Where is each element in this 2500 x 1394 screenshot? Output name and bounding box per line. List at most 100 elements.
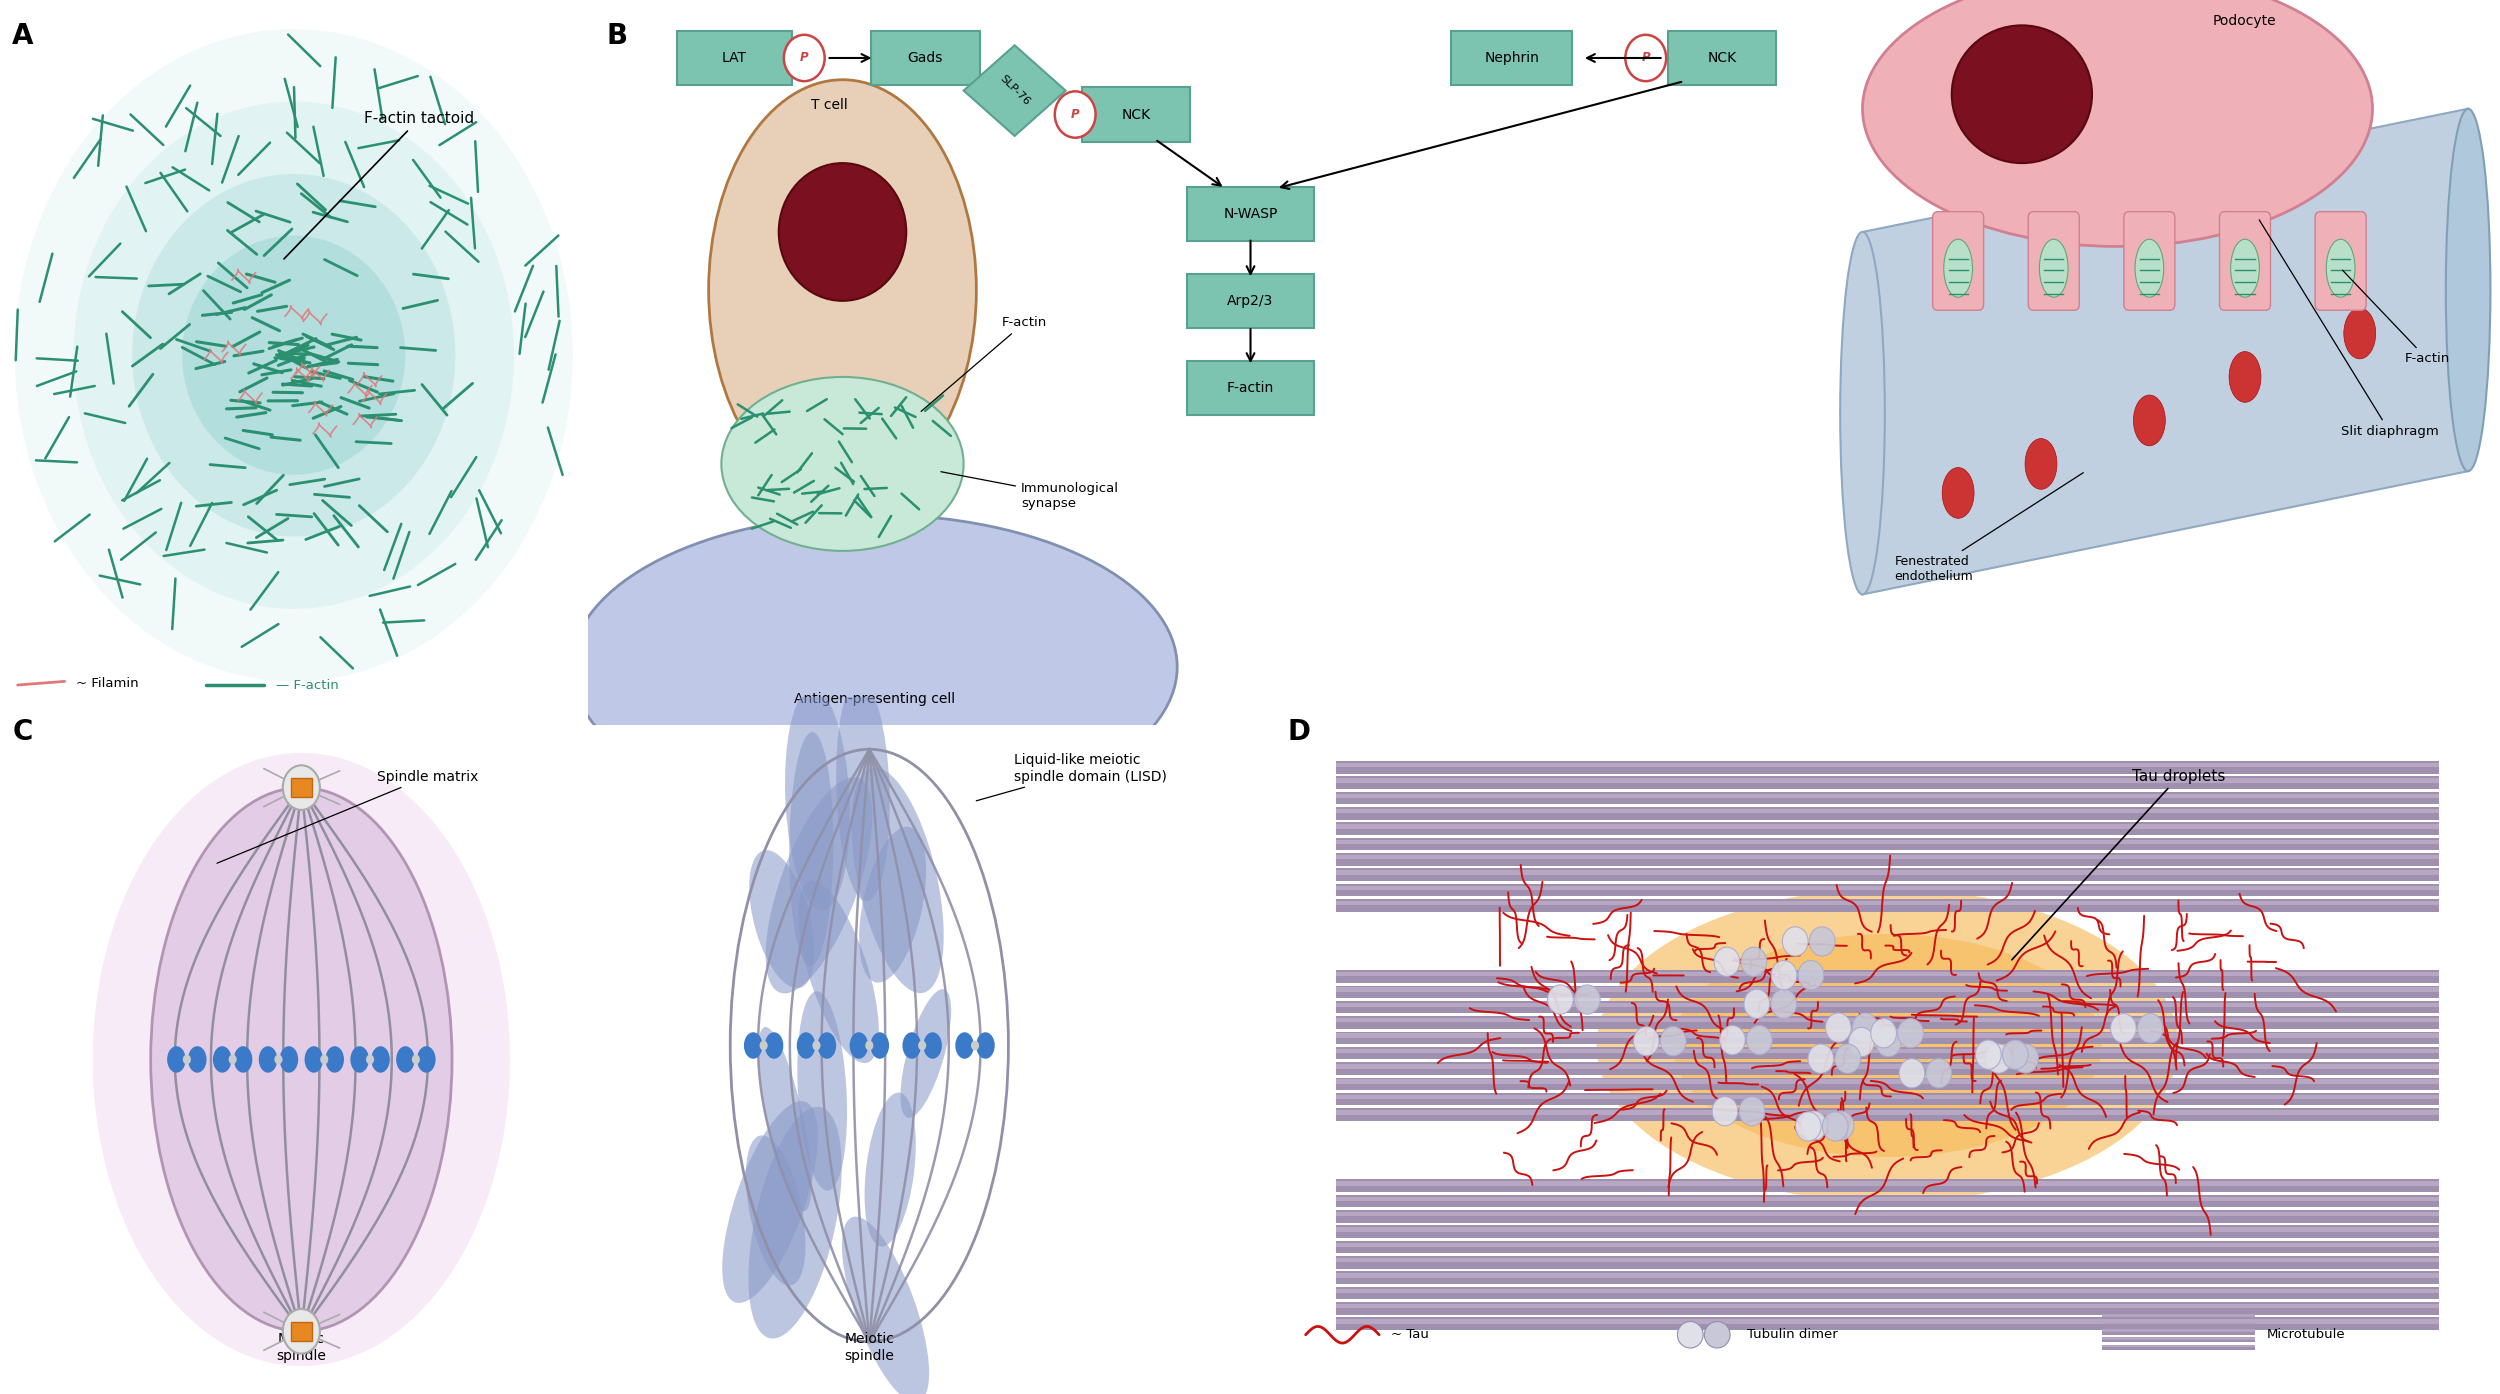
- Text: T cell: T cell: [810, 98, 848, 112]
- Polygon shape: [1335, 1242, 2440, 1246]
- Ellipse shape: [188, 1046, 208, 1073]
- Polygon shape: [1335, 884, 2440, 896]
- Polygon shape: [1335, 972, 2440, 976]
- Ellipse shape: [305, 1046, 322, 1073]
- Polygon shape: [2102, 1330, 2255, 1335]
- Polygon shape: [1335, 1033, 2440, 1037]
- Ellipse shape: [758, 1027, 812, 1211]
- FancyBboxPatch shape: [1452, 31, 1572, 85]
- FancyBboxPatch shape: [1188, 187, 1315, 241]
- Polygon shape: [1335, 1210, 2440, 1223]
- Ellipse shape: [748, 1107, 843, 1338]
- Ellipse shape: [1598, 889, 2178, 1202]
- Ellipse shape: [1678, 1322, 1702, 1348]
- Ellipse shape: [1822, 1112, 1848, 1142]
- Polygon shape: [1335, 885, 2440, 891]
- Ellipse shape: [168, 1046, 185, 1073]
- Ellipse shape: [1875, 1027, 1902, 1057]
- Polygon shape: [1335, 1018, 2440, 1023]
- Ellipse shape: [780, 163, 908, 301]
- Ellipse shape: [1795, 1112, 1820, 1142]
- Polygon shape: [1335, 868, 2440, 881]
- Ellipse shape: [72, 102, 515, 609]
- Circle shape: [1055, 92, 1095, 138]
- Ellipse shape: [260, 1046, 278, 1073]
- Polygon shape: [1335, 1108, 2440, 1121]
- Circle shape: [970, 1040, 980, 1051]
- Circle shape: [282, 765, 320, 810]
- Circle shape: [760, 1040, 768, 1051]
- Text: F-actin: F-actin: [2342, 270, 2450, 365]
- Ellipse shape: [1632, 1026, 1660, 1055]
- Text: D: D: [1288, 718, 1310, 746]
- Ellipse shape: [395, 1046, 415, 1073]
- Polygon shape: [1335, 809, 2440, 813]
- Ellipse shape: [865, 1093, 915, 1246]
- Polygon shape: [1335, 1016, 2440, 1029]
- Ellipse shape: [1660, 1026, 1685, 1055]
- Ellipse shape: [280, 1046, 298, 1073]
- Polygon shape: [2102, 1322, 2255, 1324]
- Ellipse shape: [1862, 0, 2372, 247]
- Polygon shape: [1335, 1302, 2440, 1315]
- Ellipse shape: [2040, 240, 2068, 297]
- Polygon shape: [1335, 1179, 2440, 1192]
- Ellipse shape: [1748, 1026, 1772, 1055]
- Ellipse shape: [798, 991, 848, 1190]
- Text: Gads: Gads: [908, 52, 942, 66]
- Polygon shape: [1335, 1256, 2440, 1269]
- Ellipse shape: [798, 1032, 815, 1059]
- FancyBboxPatch shape: [1668, 31, 1777, 85]
- Polygon shape: [1335, 1181, 2440, 1185]
- FancyBboxPatch shape: [2028, 212, 2080, 311]
- Polygon shape: [1335, 824, 2440, 828]
- Polygon shape: [2102, 1337, 2255, 1342]
- Ellipse shape: [1782, 927, 1808, 956]
- Ellipse shape: [798, 881, 880, 1064]
- Polygon shape: [1335, 822, 2440, 835]
- Ellipse shape: [750, 850, 815, 988]
- Ellipse shape: [1900, 1058, 1925, 1087]
- Polygon shape: [1335, 1079, 2440, 1085]
- Polygon shape: [2102, 1313, 2255, 1319]
- Ellipse shape: [2002, 1040, 2028, 1069]
- Ellipse shape: [765, 1032, 782, 1059]
- Polygon shape: [1335, 1048, 2440, 1054]
- Polygon shape: [1335, 1064, 2440, 1068]
- Polygon shape: [1335, 763, 2440, 767]
- Polygon shape: [1335, 901, 2440, 906]
- Ellipse shape: [902, 1032, 920, 1059]
- Circle shape: [918, 1040, 925, 1051]
- Ellipse shape: [853, 767, 942, 993]
- Ellipse shape: [1835, 1044, 1860, 1073]
- Ellipse shape: [213, 1046, 232, 1073]
- Polygon shape: [1335, 1078, 2440, 1090]
- Ellipse shape: [1798, 960, 1825, 990]
- Circle shape: [282, 1309, 320, 1354]
- Text: Tubulin dimer: Tubulin dimer: [1748, 1328, 1838, 1341]
- Polygon shape: [1335, 970, 2440, 983]
- Ellipse shape: [418, 1046, 435, 1073]
- Ellipse shape: [2013, 1044, 2038, 1073]
- Text: Fenestrated
endothelium: Fenestrated endothelium: [1895, 473, 2082, 583]
- Ellipse shape: [1810, 927, 1835, 956]
- Polygon shape: [1335, 1094, 2440, 1098]
- Polygon shape: [1335, 778, 2440, 783]
- Circle shape: [228, 1054, 238, 1065]
- Ellipse shape: [15, 29, 572, 682]
- Ellipse shape: [1848, 1027, 1875, 1057]
- Polygon shape: [1335, 1062, 2440, 1075]
- Ellipse shape: [1740, 1097, 1765, 1126]
- Ellipse shape: [1575, 986, 1600, 1015]
- Ellipse shape: [1720, 1026, 1745, 1055]
- Text: Meiotic
spindle: Meiotic spindle: [845, 1333, 895, 1363]
- Polygon shape: [2102, 1344, 2255, 1347]
- Circle shape: [812, 1040, 820, 1051]
- Ellipse shape: [1672, 934, 2102, 1157]
- Ellipse shape: [785, 689, 850, 910]
- Polygon shape: [1862, 109, 2468, 594]
- Ellipse shape: [1770, 990, 1798, 1019]
- Polygon shape: [1335, 1225, 2440, 1238]
- Polygon shape: [2102, 1337, 2255, 1340]
- Polygon shape: [2102, 1330, 2255, 1333]
